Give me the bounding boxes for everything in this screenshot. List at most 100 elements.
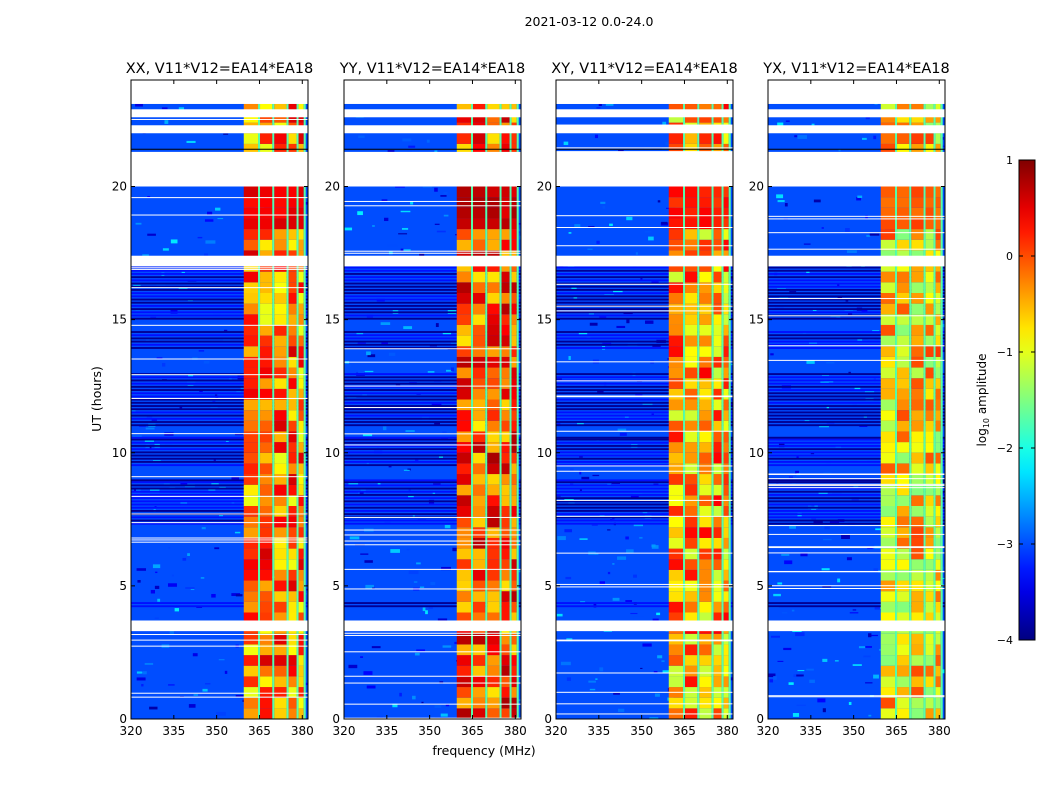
band-cell xyxy=(699,463,712,475)
band-gap xyxy=(711,80,714,719)
band-cell xyxy=(243,548,259,560)
noise-speck xyxy=(861,309,868,313)
noise-speck xyxy=(517,570,521,573)
noise-speck xyxy=(607,529,611,531)
band-cell xyxy=(456,388,472,400)
flag-line xyxy=(131,324,308,326)
band-cell xyxy=(911,463,924,475)
band-cell xyxy=(243,410,259,421)
band-cell xyxy=(911,229,924,240)
x-tick-label: 350 xyxy=(630,724,653,738)
noise-speck xyxy=(178,107,185,110)
band-cell xyxy=(911,335,924,347)
flag-stripe xyxy=(556,411,733,414)
flag-line xyxy=(556,380,733,382)
band-cell xyxy=(911,282,924,293)
flag-line xyxy=(556,430,733,432)
band-cell xyxy=(925,197,934,208)
noise-speck xyxy=(188,704,196,708)
noise-speck xyxy=(640,278,643,280)
x-tick-label: 350 xyxy=(205,724,228,738)
y-axis-label: UT (hours) xyxy=(89,366,104,432)
flag-stripe xyxy=(131,398,308,401)
band-cell xyxy=(456,186,472,198)
band-cell xyxy=(880,591,896,602)
noise-speck xyxy=(154,585,160,589)
noise-speck xyxy=(198,350,205,352)
band-cell xyxy=(274,559,287,570)
noise-speck xyxy=(661,221,668,225)
band-cell xyxy=(501,655,510,666)
band-cell xyxy=(260,442,273,453)
band-cell xyxy=(925,271,934,283)
flag-stripe xyxy=(131,424,308,427)
flag-stripe xyxy=(556,484,733,487)
band-cell xyxy=(723,314,729,325)
flag-line xyxy=(556,586,733,588)
band-cell xyxy=(288,665,297,677)
noise-speck xyxy=(181,271,185,273)
band-cell xyxy=(897,697,910,709)
flag-line xyxy=(768,487,945,489)
flag-line xyxy=(131,214,308,216)
band-cell xyxy=(925,133,934,144)
flag-stripe xyxy=(768,441,945,444)
band-cell xyxy=(699,644,712,656)
noise-speck xyxy=(776,194,784,199)
band-cell xyxy=(897,474,910,485)
flag-line xyxy=(768,546,945,548)
flag-stripe xyxy=(344,454,521,457)
band-cell xyxy=(288,250,297,262)
band-cell xyxy=(260,431,273,443)
band-cell xyxy=(723,239,729,251)
noise-speck xyxy=(579,470,582,475)
noise-speck xyxy=(611,482,620,484)
flag-stripe xyxy=(556,337,733,340)
x-tick-label: 365 xyxy=(885,724,908,738)
band-cell xyxy=(897,250,910,262)
band-cell xyxy=(501,367,510,379)
band-cell xyxy=(925,367,934,379)
noise-speck xyxy=(651,544,656,548)
band-cell xyxy=(925,644,934,656)
noise-speck xyxy=(147,195,151,198)
band-cell xyxy=(699,591,712,602)
noise-speck xyxy=(136,671,143,674)
band-cell xyxy=(473,410,486,421)
noise-speck xyxy=(777,200,785,203)
flag-stripe xyxy=(344,343,521,346)
band-cell xyxy=(911,687,924,698)
band-cell xyxy=(260,410,273,421)
y-tick-label: 10 xyxy=(325,446,340,460)
noise-speck xyxy=(864,645,872,648)
band-cell xyxy=(723,644,729,656)
noise-speck xyxy=(135,103,143,107)
noise-speck xyxy=(633,616,644,621)
band-cell xyxy=(880,356,896,368)
band-cell xyxy=(456,580,472,592)
noise-speck xyxy=(837,578,841,583)
band-cell xyxy=(880,516,896,528)
noise-speck xyxy=(438,454,444,459)
band-cell xyxy=(298,676,304,688)
flag-stripe xyxy=(344,273,521,275)
band-cell xyxy=(511,207,517,219)
flag-stripe xyxy=(131,411,308,414)
band-cell xyxy=(911,591,924,602)
band-cell xyxy=(723,282,729,293)
band-cell xyxy=(699,229,712,240)
flag-stripe xyxy=(344,298,521,301)
band-cell xyxy=(456,612,472,624)
band-cell xyxy=(668,612,684,624)
noise-speck xyxy=(630,495,639,498)
band-cell xyxy=(897,527,910,538)
band-cell xyxy=(935,239,941,251)
flag-stripe xyxy=(131,522,308,525)
noise-speck xyxy=(133,284,141,287)
band-cell xyxy=(935,676,941,688)
band-cell xyxy=(668,537,684,549)
band-cell xyxy=(473,229,486,240)
noise-speck xyxy=(618,708,625,712)
band-cell xyxy=(501,218,510,230)
flag-stripe xyxy=(556,405,733,407)
